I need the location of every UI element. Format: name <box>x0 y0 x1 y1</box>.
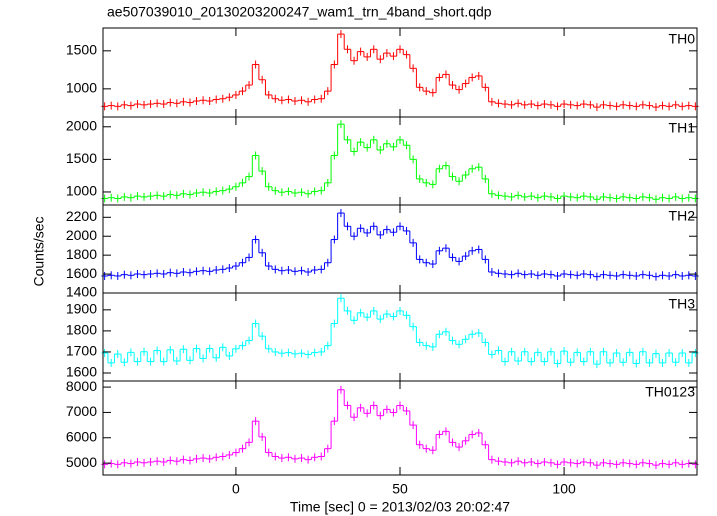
step-connector <box>107 124 693 200</box>
y-tick-label: 1700 <box>66 343 97 359</box>
y-tick-label: 1800 <box>66 246 97 262</box>
y-tick-label: 2200 <box>66 208 97 224</box>
y-tick-label: 1900 <box>66 301 97 317</box>
panel-label: TH3 <box>669 296 696 312</box>
x-axis-label: Time [sec] 0 = 2013/02/03 20:02:47 <box>290 499 510 515</box>
y-tick-label: 1600 <box>66 364 97 380</box>
y-tick-label: 8000 <box>66 378 97 394</box>
y-tick-label: 1500 <box>66 150 97 166</box>
y-tick-label: 1800 <box>66 322 97 338</box>
y-tick-label: 1000 <box>66 183 97 199</box>
y-tick-label: 7000 <box>66 403 97 419</box>
y-tick-label: 5000 <box>66 454 97 470</box>
step-connector <box>107 389 693 466</box>
y-tick-label: 1600 <box>66 265 97 281</box>
panel-label: TH0 <box>669 31 696 47</box>
panel-frame <box>102 27 698 118</box>
x-tick-label: 0 <box>232 481 240 497</box>
y-tick-label: 6000 <box>66 428 97 444</box>
panel-frame <box>102 116 698 206</box>
step-connector <box>107 213 693 277</box>
chart-title: ae507039010_20130203200247_wam1_trn_4ban… <box>107 4 492 20</box>
panel-label: TH0123 <box>645 384 695 400</box>
panel-frame <box>102 204 698 294</box>
y-tick-label: 2000 <box>66 227 97 243</box>
step-connector <box>107 298 693 365</box>
y-tick-label: 1400 <box>66 284 97 300</box>
x-tick-label: 50 <box>392 481 408 497</box>
y-tick-label: 1500 <box>66 42 97 58</box>
y-tick-label: 1000 <box>66 80 97 96</box>
panel-frame <box>102 292 698 382</box>
step-connector <box>107 34 693 108</box>
x-tick-label: 100 <box>552 481 576 497</box>
y-tick-label: 2000 <box>66 117 97 133</box>
panel-label: TH2 <box>669 208 696 224</box>
panel-label: TH1 <box>669 120 696 136</box>
y-axis-label: Counts/sec <box>31 216 47 286</box>
